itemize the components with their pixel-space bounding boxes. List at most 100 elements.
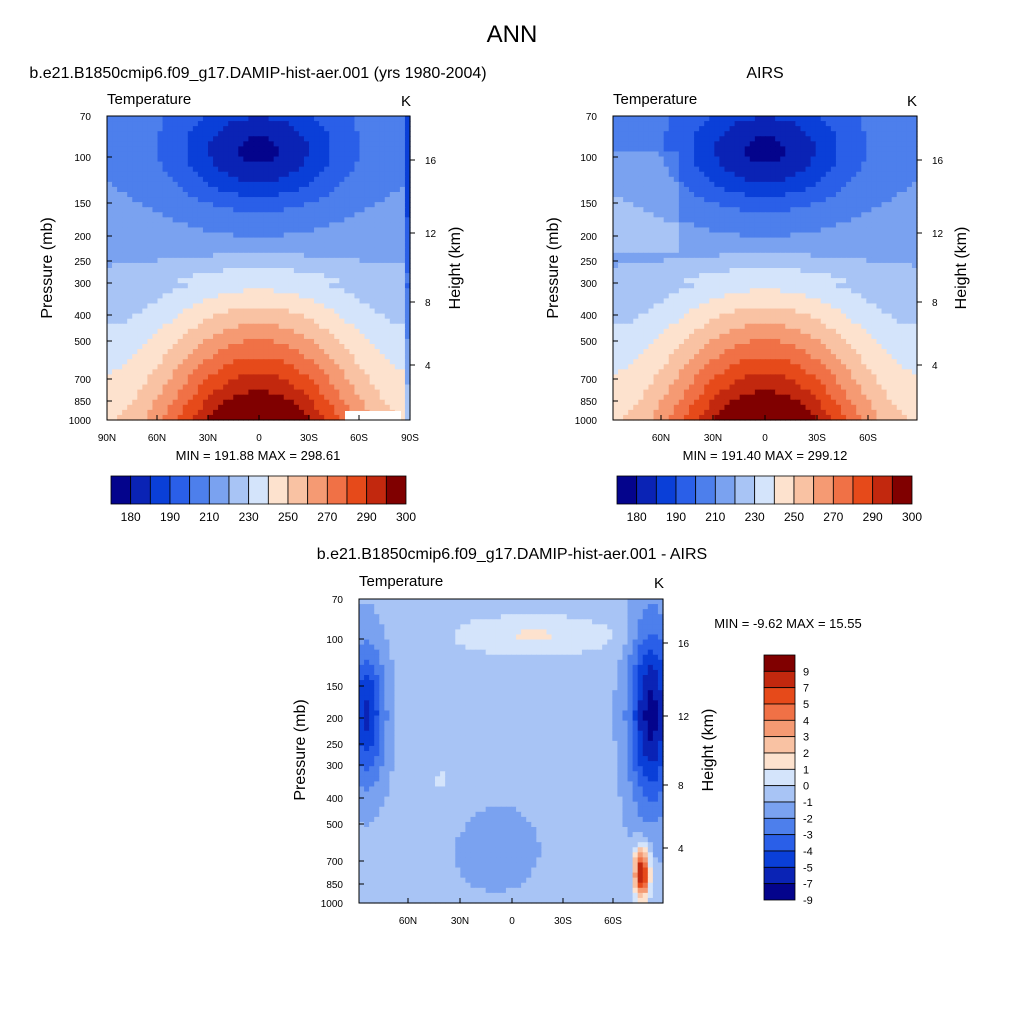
contour-cell [273,207,280,213]
contour-cell [349,313,356,320]
contour-cell [314,273,320,279]
contour-cell [846,171,852,178]
contour-cell [137,384,143,391]
contour-cell [314,333,320,340]
contour-cell [182,257,189,264]
contour-cell [268,237,275,244]
contour-cell [117,207,123,213]
contour-cell [384,283,391,289]
contour-cell [303,131,310,137]
contour-cell [319,369,325,375]
contour-cell [208,364,214,370]
contour-cell [167,151,174,158]
contour-cell [172,181,179,188]
contour-cell [770,151,776,158]
contour-cell [369,151,376,158]
contour-cell [911,186,918,193]
contour-cell [283,232,290,239]
contour-cell [152,333,159,340]
contour-cell [253,404,260,411]
contour-cell [694,171,700,178]
contour-cell [314,318,320,325]
contour-cell [790,136,796,142]
x-tick-label: 30S [300,433,318,444]
contour-cell [678,186,685,193]
contour-cell [678,181,685,188]
contour-cell [734,212,741,218]
contour-cell [258,389,265,396]
contour-cell [785,131,791,137]
contour-cell [861,176,867,183]
contour-cell [359,364,366,370]
contour-cell [303,379,310,386]
contour-cell [744,171,751,178]
contour-cell [263,131,270,137]
contour-cell [132,328,138,335]
contour-cell [830,161,837,168]
contour-cell [364,126,371,132]
contour-cell [157,293,164,299]
contour-cell [339,338,345,345]
contour-cell [258,283,265,289]
contour-cell [780,141,786,147]
contour-cell [314,192,320,198]
contour-cell [825,161,832,168]
contour-cell [339,414,345,421]
contour-cell [628,217,634,223]
contour-cell [278,207,285,213]
contour-cell [112,176,118,183]
contour-cell [668,202,675,208]
contour-cell [208,404,214,411]
contour-cell [354,207,361,213]
contour-cell [288,399,295,406]
contour-cell [324,273,330,279]
contour-cell [278,359,285,365]
contour-cell [364,288,371,294]
contour-cell [334,217,340,223]
colorbar-label: 210 [199,510,219,524]
contour-cell [314,121,320,127]
contour-cell [344,349,350,355]
contour-cell [754,186,761,193]
contour-cell [901,171,908,178]
contour-cell [623,166,629,173]
contour-cell [258,268,265,274]
contour-cell [288,293,295,299]
contour-cell [359,207,366,213]
contour-cell [389,288,396,294]
contour-cell [243,338,249,345]
contour-cell [309,146,315,153]
contour-cell [329,298,335,305]
contour-cell [213,399,219,406]
contour-cell [394,176,401,183]
contour-cell [253,354,260,360]
contour-cell [871,141,878,147]
contour-cell [359,333,366,340]
contour-cell [273,399,280,406]
contour-cell [132,217,138,223]
contour-cell [192,328,199,335]
contour-cell [663,166,670,173]
contour-cell [658,141,665,147]
contour-cell [729,192,736,198]
contour-cell [394,121,401,127]
contour-cell [283,369,290,375]
contour-cell [288,323,295,330]
contour-cell [278,232,285,239]
contour-cell [329,283,335,289]
contour-cell [324,293,330,299]
contour-cell [288,186,295,193]
contour-cell [303,146,310,153]
contour-cell [349,131,356,137]
contour-cell [658,197,665,203]
contour-cell [278,328,285,335]
contour-cell [354,404,361,411]
contour-cell [202,359,209,365]
contour-cell [112,308,118,315]
contour-cell [339,156,345,163]
contour-cell [152,268,159,274]
contour-cell [293,247,300,254]
contour-cell [324,141,330,147]
contour-cell [663,126,670,132]
